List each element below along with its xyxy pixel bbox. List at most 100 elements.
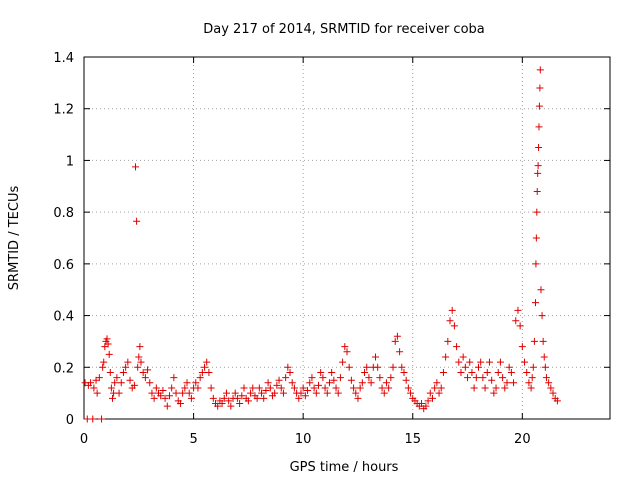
data-point [304,387,312,395]
data-point [374,363,382,371]
data-point [282,374,290,382]
data-point [529,363,537,371]
data-point [179,389,187,397]
data-point [470,384,478,392]
data-point [547,384,555,392]
data-point [539,337,547,345]
data-point [122,363,130,371]
y-tick-label: 1.4 [53,51,74,66]
data-point [161,394,169,402]
x-tick-label: 15 [404,432,421,447]
chart-title: Day 217 of 2014, SRMTID for receiver cob… [203,22,485,37]
data-point [321,384,329,392]
data-point [176,399,184,407]
data-point [361,368,369,376]
data-point [249,384,257,392]
data-point [382,379,390,387]
data-point [134,363,142,371]
x-tick-label: 5 [189,432,197,447]
data-point [87,379,95,387]
data-point [516,322,524,330]
data-point [521,358,529,366]
data-point [209,394,217,402]
data-point [448,306,456,314]
axis-ticks: 0 5 10 15 20 0 0.2 0.4 0.6 0.8 1 1.2 1.4 [53,51,610,447]
data-point [238,392,246,400]
data-point [93,389,101,397]
plot-frame [83,56,611,420]
data-point [286,368,294,376]
data-point [494,368,502,376]
data-point [99,363,107,371]
data-point [299,384,307,392]
data-point [284,363,292,371]
data-point [290,384,298,392]
data-point [528,374,536,382]
data-point [483,368,491,376]
data-point [527,384,535,392]
data-point [531,299,539,307]
data-point [433,379,441,387]
data-point [418,399,426,407]
data-point [126,376,134,384]
y-tick-label: 0.6 [53,258,74,273]
data-point [279,389,287,397]
data-point [468,368,476,376]
data-point [365,374,373,382]
data-point [115,389,123,397]
x-tick-label: 20 [514,432,531,447]
data-point [424,397,432,405]
data-point [532,234,540,242]
data-point [530,337,538,345]
data-point [295,394,303,402]
data-point [260,394,268,402]
data-point [510,379,518,387]
data-point [477,358,485,366]
data-point [363,363,371,371]
y-tick-label: 0.8 [53,206,74,221]
data-point [323,389,331,397]
data-point [117,379,125,387]
data-point [499,374,507,382]
data-point [141,374,149,382]
data-point [100,358,108,366]
data-point [172,389,180,397]
data-point [535,144,543,151]
data-point [472,374,480,382]
data-point [108,394,116,402]
data-point [450,322,458,330]
data-point [422,402,430,410]
y-tick-label: 1.2 [53,103,74,118]
data-point [385,384,393,392]
data-point [194,384,202,392]
data-point [157,392,165,400]
data-point [514,306,522,314]
data-point [446,317,454,325]
data-point [148,389,156,397]
data-point [457,368,465,376]
data-point [391,337,399,345]
data-point [439,368,447,376]
data-point [308,374,316,382]
data-point [135,353,143,361]
data-point [181,384,189,392]
data-point [297,389,305,397]
data-point [407,389,415,397]
data-point [549,389,557,397]
data-point [535,123,543,131]
data-point [225,397,233,405]
data-point [533,187,541,195]
data-point [479,374,487,382]
data-point [139,368,147,376]
data-point [273,381,281,389]
data-point [345,363,353,371]
data-point [185,389,193,397]
data-point [220,394,228,402]
data-point [89,415,97,423]
data-point [317,368,325,376]
data-point [168,384,176,392]
data-point [341,343,349,351]
data-point [255,384,263,392]
data-point [464,374,472,382]
data-point [306,379,314,387]
